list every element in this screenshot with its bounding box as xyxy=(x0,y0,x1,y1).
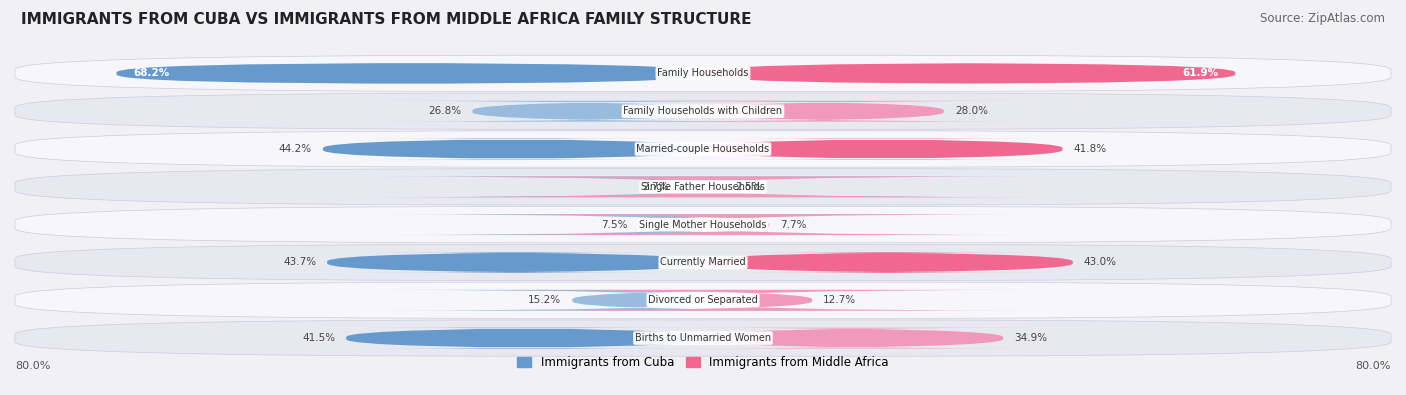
Text: 34.9%: 34.9% xyxy=(1014,333,1047,343)
FancyBboxPatch shape xyxy=(363,290,912,310)
Text: 15.2%: 15.2% xyxy=(529,295,561,305)
Text: 61.9%: 61.9% xyxy=(1182,68,1219,78)
Text: 43.0%: 43.0% xyxy=(1084,258,1116,267)
FancyBboxPatch shape xyxy=(15,244,1391,280)
FancyBboxPatch shape xyxy=(117,63,703,84)
Text: Currently Married: Currently Married xyxy=(661,258,745,267)
Legend: Immigrants from Cuba, Immigrants from Middle Africa: Immigrants from Cuba, Immigrants from Mi… xyxy=(517,356,889,369)
FancyBboxPatch shape xyxy=(603,101,1043,122)
Text: 7.5%: 7.5% xyxy=(600,220,627,229)
Text: Divorced or Separated: Divorced or Separated xyxy=(648,295,758,305)
FancyBboxPatch shape xyxy=(15,320,1391,356)
FancyBboxPatch shape xyxy=(363,177,1021,197)
FancyBboxPatch shape xyxy=(363,101,813,122)
FancyBboxPatch shape xyxy=(662,328,1043,348)
FancyBboxPatch shape xyxy=(15,55,1391,92)
Text: 2.7%: 2.7% xyxy=(643,182,669,192)
FancyBboxPatch shape xyxy=(346,328,703,348)
FancyBboxPatch shape xyxy=(15,207,1391,243)
FancyBboxPatch shape xyxy=(703,139,1063,160)
Text: 80.0%: 80.0% xyxy=(15,361,51,371)
Text: Single Mother Households: Single Mother Households xyxy=(640,220,766,229)
Text: 43.7%: 43.7% xyxy=(283,258,316,267)
FancyBboxPatch shape xyxy=(323,139,703,160)
Text: 26.8%: 26.8% xyxy=(429,106,461,116)
FancyBboxPatch shape xyxy=(384,177,1043,197)
FancyBboxPatch shape xyxy=(15,169,1391,205)
Text: 12.7%: 12.7% xyxy=(824,295,856,305)
Text: IMMIGRANTS FROM CUBA VS IMMIGRANTS FROM MIDDLE AFRICA FAMILY STRUCTURE: IMMIGRANTS FROM CUBA VS IMMIGRANTS FROM … xyxy=(21,12,752,27)
FancyBboxPatch shape xyxy=(15,93,1391,130)
FancyBboxPatch shape xyxy=(471,290,1043,310)
FancyBboxPatch shape xyxy=(15,282,1391,318)
Text: 44.2%: 44.2% xyxy=(278,144,312,154)
Text: Source: ZipAtlas.com: Source: ZipAtlas.com xyxy=(1260,12,1385,25)
Text: Family Households with Children: Family Households with Children xyxy=(623,106,783,116)
Text: Single Father Households: Single Father Households xyxy=(641,182,765,192)
FancyBboxPatch shape xyxy=(429,214,1043,235)
Text: 68.2%: 68.2% xyxy=(134,68,169,78)
Text: Family Households: Family Households xyxy=(658,68,748,78)
Text: 41.8%: 41.8% xyxy=(1074,144,1107,154)
FancyBboxPatch shape xyxy=(15,131,1391,167)
FancyBboxPatch shape xyxy=(703,63,1236,84)
Text: Births to Unmarried Women: Births to Unmarried Women xyxy=(636,333,770,343)
FancyBboxPatch shape xyxy=(363,214,979,235)
Text: 41.5%: 41.5% xyxy=(302,333,335,343)
Text: 28.0%: 28.0% xyxy=(955,106,988,116)
FancyBboxPatch shape xyxy=(703,252,1073,273)
FancyBboxPatch shape xyxy=(328,252,703,273)
Text: 80.0%: 80.0% xyxy=(1355,361,1391,371)
Text: 7.7%: 7.7% xyxy=(780,220,807,229)
Text: 2.5%: 2.5% xyxy=(735,182,762,192)
Text: Married-couple Households: Married-couple Households xyxy=(637,144,769,154)
